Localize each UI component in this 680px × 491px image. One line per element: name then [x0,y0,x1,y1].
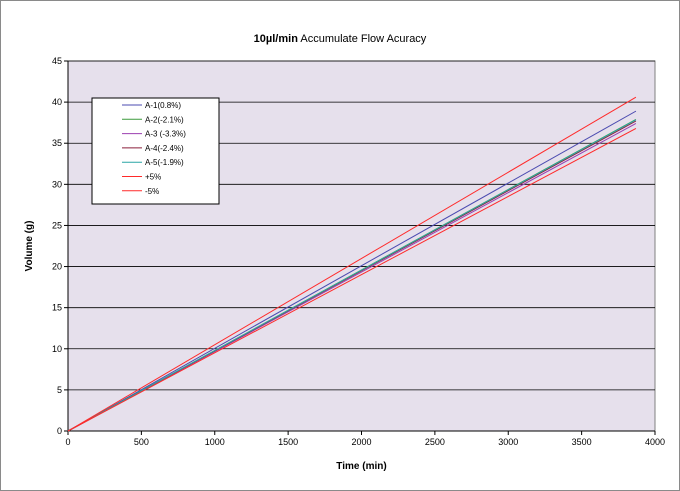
x-tick-label: 0 [65,437,70,447]
series-line-1 [67,110,637,432]
chart-title-rest: Accumulate Flow Acuracy [298,33,427,45]
y-tick-label: 15 [52,303,62,313]
y-tick-label: 45 [52,56,62,66]
legend-label: A-1(0.8%) [145,101,181,110]
series-line-7 [67,127,637,432]
x-tick-label: 500 [134,437,149,447]
x-tick-label: 1500 [278,437,298,447]
y-tick-label: 25 [52,220,62,230]
x-tick-label: 3500 [572,437,592,447]
y-axis-title: Volume (g) [24,221,35,272]
y-tick-label: 40 [52,97,62,107]
legend: A-1(0.8%) A-2(-2.1%) A-3 (-3.3%) A-4(-2.4%)… [91,97,220,205]
y-tick-label: 0 [57,426,62,436]
legend-label: A-5(-1.9%) [145,158,184,167]
y-tick-label: 20 [52,262,62,272]
series-line-6 [67,96,637,432]
y-tick-label: 30 [52,179,62,189]
y-tick-label: 5 [57,385,62,395]
legend-label: +5% [145,173,161,182]
x-tick-label: 2000 [351,437,371,447]
series-line-5 [67,119,637,432]
x-axis-title: Time (min) [336,461,386,472]
series-lines [67,96,637,432]
y-tick-label: 35 [52,138,62,148]
y-tick-label: 10 [52,344,62,354]
x-tick-label: 4000 [645,437,665,447]
chart-title-bold: 10µl/min [254,33,299,45]
legend-label: -5% [145,187,159,196]
x-tick-label: 1000 [205,437,225,447]
legend-label: A-4(-2.4%) [145,144,184,153]
chart-title: 10µl/min Accumulate Flow Acuracy [254,33,427,45]
x-tick-label: 2500 [425,437,445,447]
legend-box [91,97,220,205]
legend-label: A-3 (-3.3%) [145,130,186,139]
legend-label: A-2(-2.1%) [145,115,184,124]
axes: 0 5 10 15 20 25 30 35 40 45 0 500 1000 1500 2000 2500 30… [52,56,665,447]
x-tick-label: 3000 [498,437,518,447]
